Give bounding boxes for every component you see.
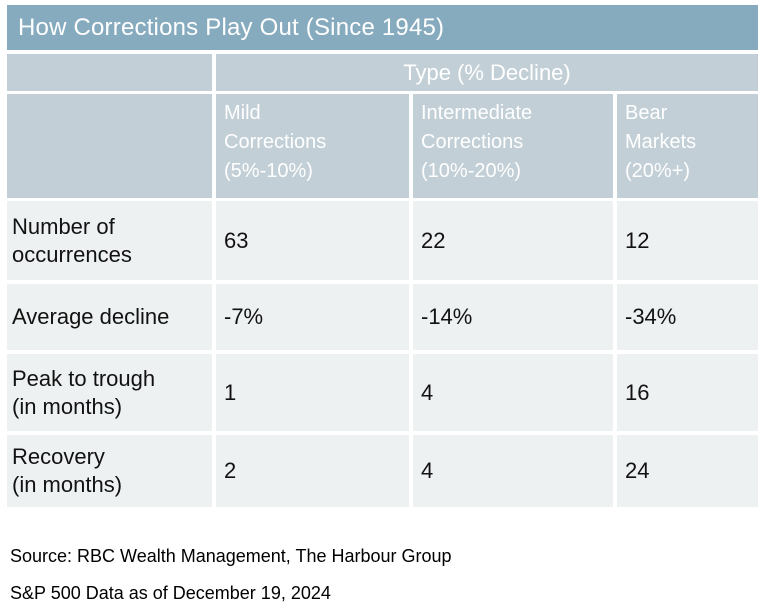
table-cell: 24 xyxy=(617,435,758,507)
table-cell: 16 xyxy=(617,354,758,431)
table-cell: 12 xyxy=(617,201,758,280)
table-cell: 63 xyxy=(216,201,409,280)
column-header-bear-markets: Bear Markets (20%+) xyxy=(617,94,758,198)
table-cell: -7% xyxy=(216,284,409,350)
table-cell: 2 xyxy=(216,435,409,507)
corner-spacer-cell xyxy=(7,54,212,91)
source-note: Source: RBC Wealth Management, The Harbo… xyxy=(10,546,452,566)
table-cell: -14% xyxy=(413,284,613,350)
table-cell: 4 xyxy=(413,354,613,431)
table-cell: -34% xyxy=(617,284,758,350)
table-cell: 22 xyxy=(413,201,613,280)
row-label: Recovery (in months) xyxy=(7,435,212,507)
row-label: Number of occurrences xyxy=(7,201,212,280)
column-header-mild-corrections: Mild Corrections (5%-10%) xyxy=(216,94,409,198)
row-label: Average decline xyxy=(7,284,212,350)
row-label-header-cell xyxy=(7,94,212,198)
column-header-intermediate-corrections: Intermediate Corrections (10%-20%) xyxy=(413,94,613,198)
table-row-occurrences: Number of occurrences 63 22 12 xyxy=(7,201,758,280)
table-row-recovery: Recovery (in months) 2 4 24 xyxy=(7,435,758,507)
table-cell: 4 xyxy=(413,435,613,507)
group-header-cell: Type (% Decline) xyxy=(216,54,758,91)
group-header-row: Type (% Decline) xyxy=(7,54,758,91)
table-row-average-decline: Average decline -7% -14% -34% xyxy=(7,284,758,350)
data-asof-note: S&P 500 Data as of December 19, 2024 xyxy=(10,583,331,603)
table-cell: 1 xyxy=(216,354,409,431)
column-header-row: Mild Corrections (5%-10%) Intermediate C… xyxy=(7,94,758,198)
table-title: How Corrections Play Out (Since 1945) xyxy=(7,5,758,50)
corrections-table: How Corrections Play Out (Since 1945) Ty… xyxy=(7,5,758,511)
row-label: Peak to trough (in months) xyxy=(7,354,212,431)
table-row-peak-to-trough: Peak to trough (in months) 1 4 16 xyxy=(7,354,758,431)
